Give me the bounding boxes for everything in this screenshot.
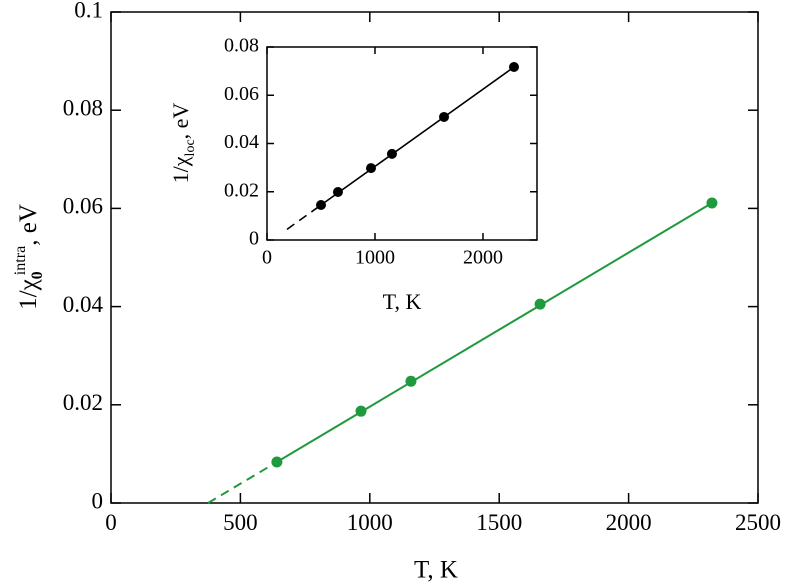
y-label-text: 1/χ (15, 279, 42, 310)
data-point (386, 148, 397, 159)
y-tick-label: 0.1 (74, 0, 103, 22)
x-tick-label: 500 (223, 510, 258, 535)
chart: 0 1000 2000 0 0.02 0.04 0.06 0.08 T, K 1/χloc, eV (168, 35, 538, 314)
fit-line (276, 202, 713, 463)
x-tick-label: 1000 (347, 510, 393, 535)
y-tick-label: 0.06 (224, 83, 259, 105)
y-label-sup: intra (12, 246, 29, 276)
x-tick-label: 2000 (463, 247, 503, 269)
y-label-tail: , eV (15, 204, 42, 246)
y-tick-label: 0.06 (63, 194, 103, 219)
x-tick-label: 2000 (606, 510, 652, 535)
y-tick-label: 0 (249, 228, 259, 250)
x-axis-label: T, K (383, 289, 422, 314)
x-tick-label: 0 (105, 510, 117, 535)
data-point (439, 111, 450, 122)
data-point (355, 405, 367, 417)
data-point (534, 298, 546, 310)
x-tick-label: 0 (262, 247, 272, 269)
fit-line (320, 66, 515, 206)
y-tick-label: 0.02 (63, 390, 103, 415)
data-point (332, 186, 343, 197)
data-point (405, 375, 417, 387)
fit-line (286, 204, 322, 231)
y-tick-label: 0.08 (224, 35, 259, 57)
y-label-text: 1/χ (168, 156, 193, 183)
y-tick-label: 0 (92, 488, 104, 513)
y-tick-label: 0.04 (224, 131, 259, 153)
y-axis-label: 1/χ0intra, eV (12, 204, 46, 310)
fit-line (207, 461, 278, 504)
y-tick-label: 0.02 (224, 179, 259, 201)
plot-frame (266, 46, 538, 241)
y-label-tail: , eV (168, 103, 193, 140)
y-axis-label: 1/χloc, eV (168, 103, 198, 184)
data-point (508, 62, 519, 73)
data-point (316, 200, 326, 211)
x-tick-label: 1000 (355, 247, 395, 269)
y-tick-label: 0.04 (63, 292, 104, 317)
data-point (366, 163, 377, 174)
y-tick-label: 0.08 (63, 95, 103, 120)
data-point (271, 456, 283, 468)
x-axis-label: T, K (414, 557, 458, 584)
y-label-sub: loc (183, 139, 198, 156)
y-label-sub: 0 (29, 271, 46, 279)
x-tick-label: 1500 (476, 510, 522, 535)
x-tick-label: 2500 (735, 510, 781, 535)
data-point (706, 197, 718, 209)
